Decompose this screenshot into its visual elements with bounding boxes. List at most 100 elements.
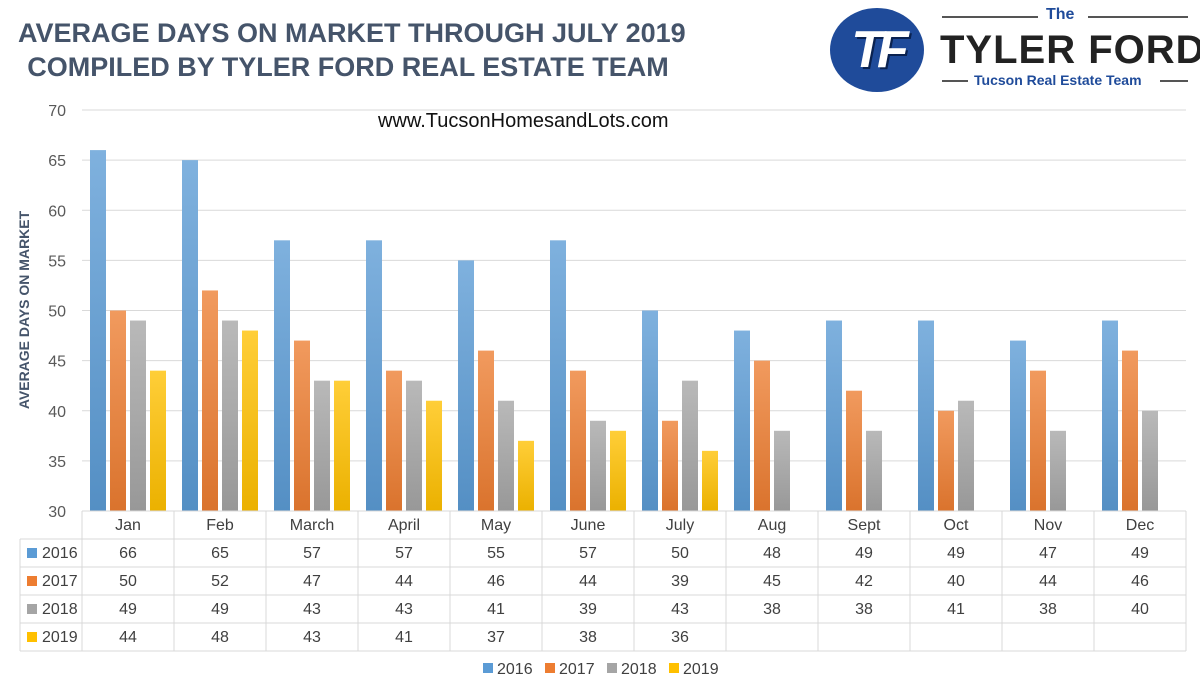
bar-2018-July [682, 380, 698, 511]
x-tick-label: April [388, 517, 420, 534]
data-label-2017-Nov: 44 [1039, 573, 1057, 590]
data-label-2018-Aug: 38 [763, 601, 781, 618]
y-tick-label: 55 [48, 253, 66, 270]
bar-2018-Aug [774, 430, 790, 511]
x-tick-label: Nov [1034, 517, 1062, 534]
legend-key-2016 [483, 663, 493, 673]
data-label-2016-July: 50 [671, 545, 689, 562]
data-label-2017-Oct: 40 [947, 573, 965, 590]
bar-2018-Oct [958, 400, 974, 511]
data-label-2019-Feb: 48 [211, 629, 229, 646]
data-label-2019-April: 41 [395, 629, 413, 646]
data-label-2016-Oct: 49 [947, 545, 965, 562]
bar-2016-Sept [826, 320, 842, 511]
bar-2016-Oct [918, 320, 934, 511]
bar-2019-Feb [242, 330, 258, 511]
data-label-2018-Sept: 38 [855, 601, 873, 618]
data-label-2016-June: 57 [579, 545, 597, 562]
table-series-label-2019: 2019 [42, 629, 78, 646]
data-label-2016-March: 57 [303, 545, 321, 562]
bar-2017-July [662, 420, 678, 511]
bar-2017-Sept [846, 390, 862, 511]
bar-2017-March [294, 340, 310, 511]
data-label-2018-May: 41 [487, 601, 505, 618]
y-tick-label: 50 [48, 304, 66, 321]
data-label-2018-Jan: 49 [119, 601, 137, 618]
chart-title-line-1: AVERAGE DAYS ON MARKET THROUGH JULY 2019 [18, 18, 686, 48]
bar-2016-Jan [90, 150, 106, 511]
logo-tagline: Tucson Real Estate Team [974, 72, 1142, 88]
data-label-2019-June: 38 [579, 629, 597, 646]
data-label-2017-May: 46 [487, 573, 505, 590]
data-label-2017-July: 39 [671, 573, 689, 590]
data-label-2016-Aug: 48 [763, 545, 781, 562]
table-series-label-2017: 2017 [42, 573, 78, 590]
bars [90, 150, 1158, 511]
bar-2016-April [366, 240, 382, 511]
legend-key-2017 [545, 663, 555, 673]
legend-label-2017: 2017 [559, 661, 595, 678]
bar-2017-Dec [1122, 350, 1138, 511]
x-tick-label: May [481, 517, 511, 534]
y-tick-label: 40 [48, 404, 66, 421]
bar-2016-Dec [1102, 320, 1118, 511]
data-label-2016-May: 55 [487, 545, 505, 562]
bar-2018-March [314, 380, 330, 511]
data-label-2018-July: 43 [671, 601, 689, 618]
bar-2019-July [702, 450, 718, 511]
data-label-2017-Jan: 50 [119, 573, 137, 590]
bar-2017-Oct [938, 410, 954, 511]
data-label-2019-May: 37 [487, 629, 505, 646]
bar-2016-July [642, 310, 658, 511]
bar-2017-June [570, 370, 586, 511]
bar-2018-Nov [1050, 430, 1066, 511]
data-label-2019-Jan: 44 [119, 629, 137, 646]
legend-key-2018 [607, 663, 617, 673]
tyler-ford-logo: TF The TYLER FORD Tucson Real Estate Tea… [830, 4, 1200, 94]
logo-name: TYLER FORD [940, 28, 1200, 72]
data-label-2016-April: 57 [395, 545, 413, 562]
data-label-2017-March: 47 [303, 573, 321, 590]
bar-2019-April [426, 400, 442, 511]
table-legend-key-2016 [27, 548, 37, 558]
bar-2018-April [406, 380, 422, 511]
y-tick-label: 65 [48, 153, 66, 170]
chart-title-line-2: COMPILED BY TYLER FORD REAL ESTATE TEAM [27, 52, 669, 82]
x-tick-label: Sept [848, 517, 881, 534]
table-legend-key-2019 [27, 632, 37, 642]
bar-2018-Feb [222, 320, 238, 511]
logo-sub-divider-right [1160, 80, 1188, 82]
y-tick-label: 70 [48, 103, 66, 120]
y-tick-label: 35 [48, 454, 66, 471]
data-label-2018-June: 39 [579, 601, 597, 618]
data-label-2019-March: 43 [303, 629, 321, 646]
bar-2017-April [386, 370, 402, 511]
x-tick-label: Aug [758, 517, 786, 534]
table-series-label-2016: 2016 [42, 545, 78, 562]
data-label-2018-Nov: 38 [1039, 601, 1057, 618]
logo-monogram: TF [851, 21, 909, 79]
bar-2016-March [274, 240, 290, 511]
legend-label-2016: 2016 [497, 661, 533, 678]
gridlines: 30 35 40 45 50 55 60 65 70 [48, 103, 1186, 521]
data-label-2019-July: 36 [671, 629, 689, 646]
data-label-2016-Feb: 65 [211, 545, 229, 562]
data-label-2017-Feb: 52 [211, 573, 229, 590]
bar-2019-March [334, 380, 350, 511]
logo-sub-divider-left [942, 80, 968, 82]
logo-divider-right [1088, 16, 1188, 18]
data-table: Jan Feb March April May June July Aug Sept Oct Nov… [19, 510, 1187, 652]
bar-2018-May [498, 400, 514, 511]
bar-2017-Jan [110, 310, 126, 511]
chart-title: AVERAGE DAYS ON MARKET THROUGH JULY 2019… [18, 16, 686, 84]
data-label-2017-June: 44 [579, 573, 597, 590]
legend-label-2018: 2018 [621, 661, 657, 678]
bar-2017-Feb [202, 290, 218, 511]
bar-2016-Nov [1010, 340, 1026, 511]
bar-2018-Jan [130, 320, 146, 511]
logo-circle-icon: TF [830, 8, 924, 92]
data-label-2018-Oct: 41 [947, 601, 965, 618]
data-label-2016-Dec: 49 [1131, 545, 1149, 562]
x-tick-label: Oct [944, 517, 969, 534]
legend: 2016 2017 2018 2019 [483, 661, 719, 678]
